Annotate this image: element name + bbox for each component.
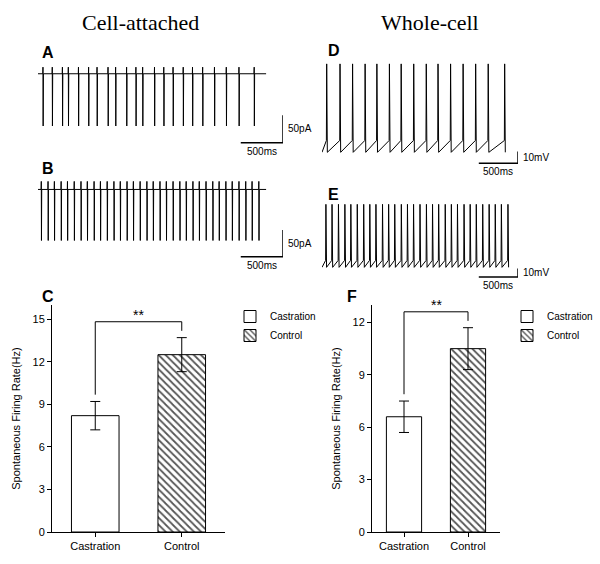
svg-text:C: C (42, 288, 54, 305)
svg-text:10mV: 10mV (523, 267, 549, 278)
svg-text:Control: Control (164, 540, 199, 552)
svg-text:3: 3 (359, 473, 365, 485)
svg-text:Spontaneous Firing Rate(Hz): Spontaneous Firing Rate(Hz) (330, 347, 342, 489)
svg-text:500ms: 500ms (247, 260, 277, 271)
svg-text:Castration: Castration (70, 540, 120, 552)
svg-text:500ms: 500ms (483, 166, 513, 177)
svg-text:**: ** (133, 307, 144, 323)
svg-text:0: 0 (39, 526, 45, 538)
svg-text:F: F (347, 288, 357, 305)
svg-text:Whole-cell: Whole-cell (381, 10, 479, 35)
svg-text:**: ** (431, 297, 442, 313)
svg-text:12: 12 (353, 316, 365, 328)
svg-text:0: 0 (359, 526, 365, 538)
svg-text:6: 6 (39, 441, 45, 453)
svg-text:12: 12 (33, 356, 45, 368)
svg-text:Control: Control (547, 330, 579, 341)
svg-text:15: 15 (33, 313, 45, 325)
svg-text:D: D (328, 42, 340, 59)
svg-text:Control: Control (270, 330, 302, 341)
svg-text:Castration: Castration (547, 311, 593, 322)
svg-text:3: 3 (39, 483, 45, 495)
svg-text:A: A (42, 44, 54, 61)
svg-text:50pA: 50pA (288, 123, 312, 134)
svg-text:10mV: 10mV (523, 152, 549, 163)
svg-text:6: 6 (359, 421, 365, 433)
svg-text:Spontaneous Firing Rate(Hz): Spontaneous Firing Rate(Hz) (10, 347, 22, 489)
svg-text:Castration: Castration (379, 540, 429, 552)
svg-text:E: E (328, 186, 339, 203)
svg-text:500ms: 500ms (483, 280, 513, 291)
svg-text:500ms: 500ms (247, 146, 277, 157)
svg-text:50pA: 50pA (288, 238, 312, 249)
svg-text:Control: Control (450, 540, 485, 552)
svg-text:Cell-attached: Cell-attached (82, 10, 199, 35)
svg-text:9: 9 (39, 398, 45, 410)
svg-text:Castration: Castration (270, 311, 316, 322)
svg-text:9: 9 (359, 369, 365, 381)
svg-text:B: B (42, 160, 54, 177)
